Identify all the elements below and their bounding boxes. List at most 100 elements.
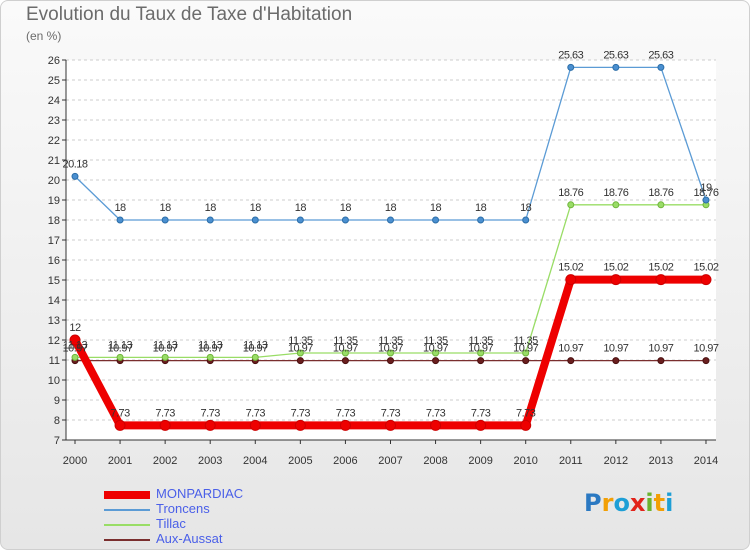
data-point-troncens (702, 196, 710, 204)
data-point-tillac (386, 349, 394, 357)
data-point-troncens (432, 216, 440, 224)
data-label-troncens: 18 (160, 202, 172, 214)
data-label-monpardiac: 15.02 (648, 262, 673, 274)
data-label-tillac: 11.35 (333, 335, 358, 347)
y-tick-label: 19 (48, 195, 60, 207)
proxiti-logo: Proxiti (584, 489, 674, 517)
data-point-monpardiac (249, 419, 261, 431)
data-label-tillac: 11.35 (514, 335, 539, 347)
data-label-troncens: 25.63 (648, 49, 673, 61)
data-label-troncens: 20.18 (62, 158, 87, 170)
data-point-troncens (477, 216, 485, 224)
y-tick-label: 8 (54, 415, 60, 427)
data-label-tillac: 11.13 (153, 339, 178, 351)
y-tick-label: 23 (48, 115, 60, 127)
data-label-troncens: 19 (700, 182, 712, 194)
x-tick-label: 2000 (63, 455, 87, 467)
data-point-monpardiac (520, 419, 532, 431)
y-tick-label: 15 (48, 275, 60, 287)
data-label-monpardiac: 12 (69, 322, 81, 334)
data-point-monpardiac (159, 419, 171, 431)
data-label-tillac: 18.76 (693, 187, 718, 199)
legend-swatch (104, 509, 150, 511)
data-point-troncens (341, 216, 349, 224)
x-tick-label: 2004 (243, 455, 267, 467)
data-point-monpardiac (339, 419, 351, 431)
data-label-aux-aussat: 10.97 (288, 343, 313, 355)
data-point-tillac (71, 353, 79, 361)
data-point-tillac (116, 353, 124, 361)
data-label-tillac: 11.13 (243, 339, 268, 351)
data-point-tillac (567, 201, 575, 209)
data-point-monpardiac (114, 419, 126, 431)
data-point-troncens (116, 216, 124, 224)
data-point-tillac (477, 349, 485, 357)
data-label-aux-aussat: 10.97 (558, 343, 583, 355)
y-tick-label: 20 (48, 175, 60, 187)
data-label-monpardiac: 15.02 (693, 262, 718, 274)
x-tick-label: 2012 (604, 455, 628, 467)
data-point-aux-aussat (386, 357, 394, 365)
y-tick-label: 26 (48, 55, 60, 67)
data-point-tillac (161, 353, 169, 361)
x-tick-label: 2003 (198, 455, 222, 467)
data-label-tillac: 11.35 (378, 335, 403, 347)
data-label-aux-aussat: 10.97 (378, 343, 403, 355)
x-tick-label: 2006 (333, 455, 357, 467)
data-label-monpardiac: 7.73 (471, 407, 491, 419)
data-label-troncens: 18 (385, 202, 397, 214)
y-tick-label: 24 (48, 95, 60, 107)
data-point-monpardiac (700, 274, 712, 286)
data-point-troncens (206, 216, 214, 224)
data-label-aux-aussat: 10.97 (62, 343, 87, 355)
data-label-monpardiac: 7.73 (200, 407, 220, 419)
legend-swatch (104, 524, 150, 526)
data-point-aux-aussat (341, 357, 349, 365)
data-label-troncens: 18 (114, 202, 126, 214)
data-point-aux-aussat (432, 357, 440, 365)
x-tick-label: 2009 (468, 455, 492, 467)
data-point-tillac (612, 201, 620, 209)
y-tick-label: 10 (48, 375, 60, 387)
y-tick-label: 17 (48, 235, 60, 247)
data-label-troncens: 25.63 (603, 49, 628, 61)
x-tick-label: 2008 (423, 455, 447, 467)
x-tick-label: 2001 (108, 455, 132, 467)
data-point-aux-aussat (296, 357, 304, 365)
y-tick-label: 18 (48, 215, 60, 227)
data-point-monpardiac (610, 274, 622, 286)
chart-title: Evolution du Taux de Taxe d'Habitation (26, 4, 353, 25)
data-label-tillac: 11.35 (469, 335, 494, 347)
data-label-aux-aussat: 10.97 (153, 343, 178, 355)
y-tick-label: 21 (48, 155, 60, 167)
y-tick-label: 25 (48, 75, 60, 87)
data-point-aux-aussat (702, 357, 710, 365)
data-point-monpardiac (204, 419, 216, 431)
y-tick-label: 14 (48, 295, 60, 307)
data-label-troncens: 18 (430, 202, 442, 214)
data-point-tillac (251, 353, 259, 361)
y-tick-label: 7 (54, 435, 60, 447)
data-label-tillac: 11.35 (288, 335, 313, 347)
data-label-monpardiac: 7.73 (291, 407, 311, 419)
data-label-troncens: 25.63 (558, 49, 583, 61)
data-point-aux-aussat (522, 357, 530, 365)
legend-label: Tillac (156, 516, 186, 531)
data-point-tillac (341, 349, 349, 357)
x-tick-label: 2002 (153, 455, 177, 467)
data-point-troncens (612, 63, 620, 71)
data-label-troncens: 18 (295, 202, 307, 214)
x-tick-label: 2007 (378, 455, 402, 467)
data-point-monpardiac (430, 419, 442, 431)
data-label-monpardiac: 7.73 (246, 407, 266, 419)
data-label-tillac: 11.13 (108, 339, 133, 351)
data-point-aux-aussat (657, 357, 665, 365)
data-point-aux-aussat (567, 357, 575, 365)
legend-swatch (104, 539, 150, 541)
data-label-aux-aussat: 10.97 (198, 343, 223, 355)
data-label-tillac: 18.76 (603, 187, 628, 199)
data-label-aux-aussat: 10.97 (648, 343, 673, 355)
y-unit-label: (en %) (26, 29, 62, 43)
legend-label: Troncens (156, 501, 210, 516)
